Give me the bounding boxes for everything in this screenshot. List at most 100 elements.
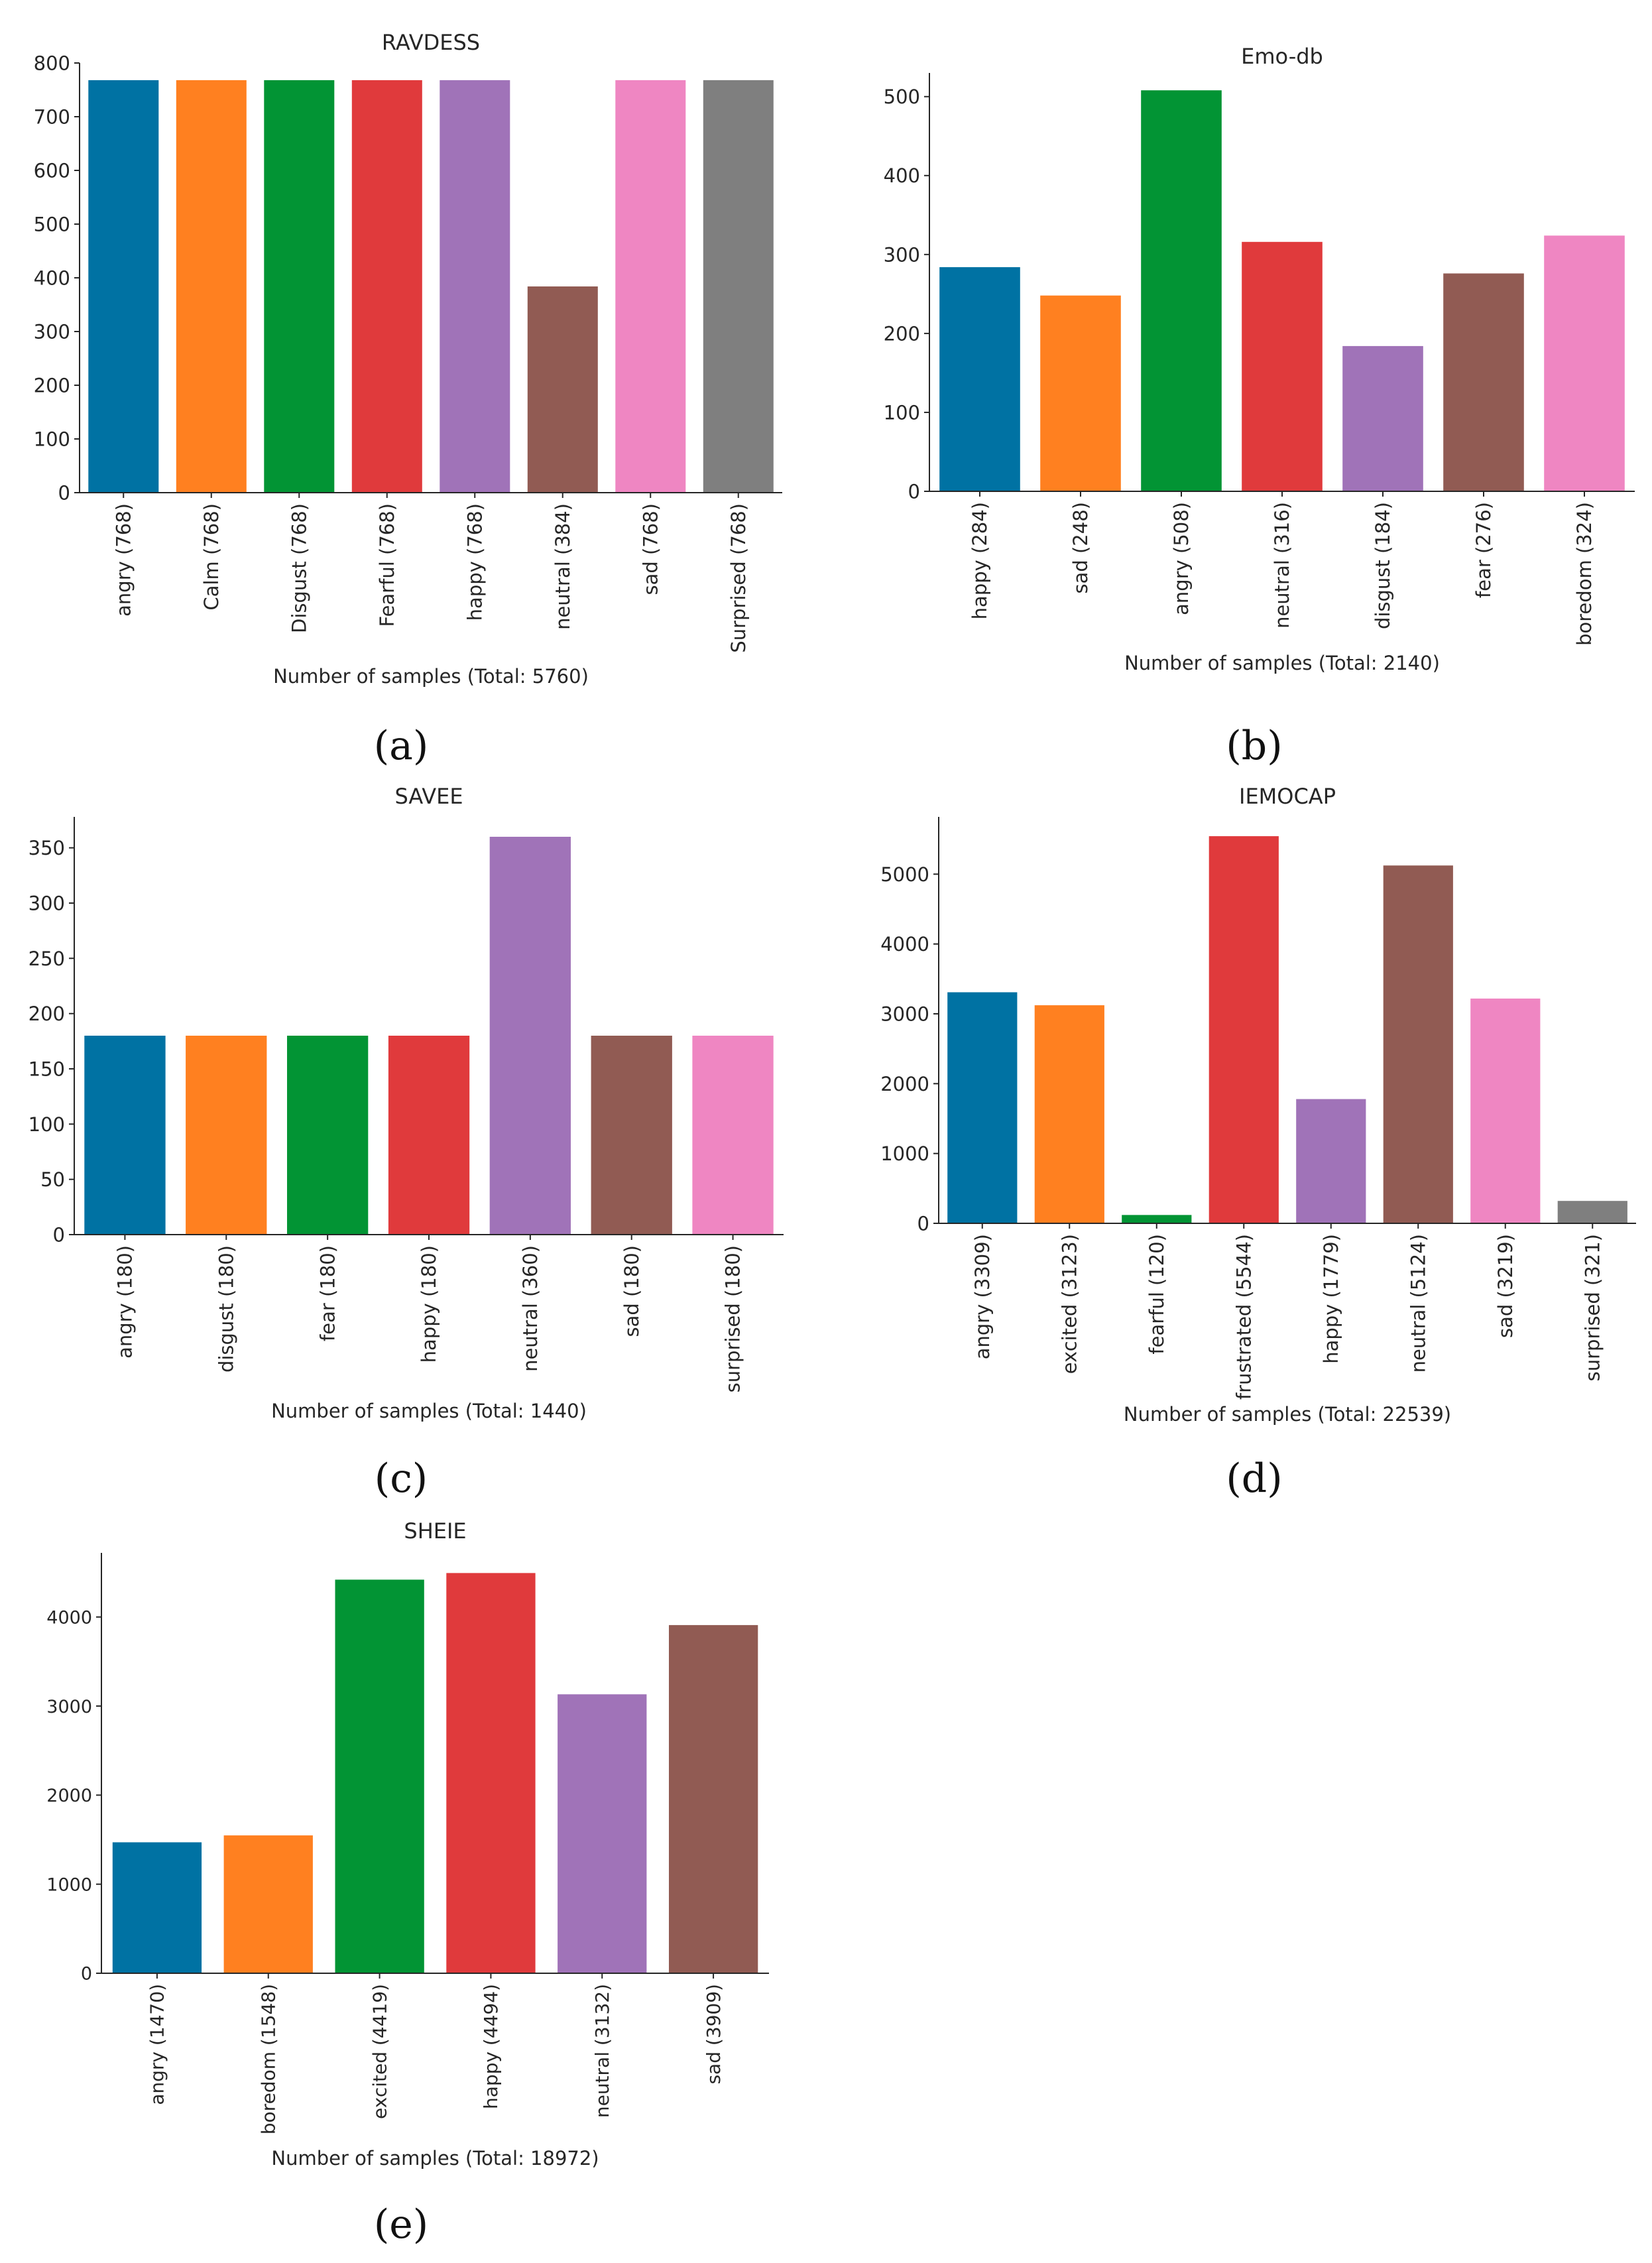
bar — [947, 992, 1018, 1223]
y-tick-label: 800 — [34, 52, 70, 74]
y-tick-label: 400 — [34, 267, 70, 289]
bar — [186, 1036, 267, 1235]
y-tick-label: 500 — [884, 86, 920, 108]
y-tick-label: 0 — [908, 480, 920, 503]
bar — [692, 1036, 774, 1235]
x-tick-label: fearful (120) — [1146, 1234, 1168, 1355]
x-tick-label: Surprised (768) — [727, 503, 750, 653]
y-tick-label: 0 — [53, 1223, 65, 1246]
x-tick-label: neutral (316) — [1271, 502, 1293, 629]
y-tick-label: 3000 — [880, 1003, 929, 1025]
x-tick-label: excited (4419) — [369, 1984, 390, 2119]
chart-panel: Emo-db 0 100 200 300 400 500 happy (284) sad (24… — [884, 44, 1635, 769]
chart-panel: IEMOCAP 0 1000 2000 3000 4000 5000 angry (3309)… — [880, 784, 1636, 1502]
y-tick-label: 300 — [884, 243, 920, 266]
bar — [287, 1036, 369, 1235]
bar — [1557, 1201, 1627, 1223]
x-tick-label: boredom (1548) — [258, 1984, 280, 2134]
x-tick-label: excited (3123) — [1058, 1234, 1081, 1374]
bar — [1209, 836, 1279, 1223]
bar — [388, 1036, 470, 1235]
x-tick-label: neutral (360) — [519, 1245, 542, 1372]
x-axis-label: Number of samples (Total: 1440) — [271, 1400, 587, 1422]
bar — [615, 80, 686, 493]
y-tick-label: 4000 — [880, 933, 929, 955]
panel-label: (a) — [374, 723, 429, 769]
x-tick-label: fear (276) — [1472, 502, 1495, 598]
y-tick-label: 150 — [29, 1058, 65, 1080]
bar — [1544, 235, 1625, 491]
y-tick-label: 3000 — [46, 1697, 92, 1717]
bar — [223, 1835, 313, 1973]
x-tick-label: sad (248) — [1069, 502, 1092, 594]
bar — [335, 1579, 424, 1973]
x-tick-label: Fearful (768) — [376, 503, 398, 627]
bar — [489, 837, 571, 1235]
x-tick-label: sad (180) — [620, 1245, 643, 1337]
chart-panel: RAVDESS 0 100 200 300 400 500 600 700 800 angry (7… — [34, 30, 782, 769]
y-tick-label: 2000 — [46, 1786, 92, 1806]
y-tick-label: 700 — [34, 105, 70, 128]
bar — [527, 286, 598, 493]
x-tick-label: frustrated (5544) — [1232, 1234, 1255, 1400]
x-tick-label: angry (768) — [112, 503, 135, 617]
bar — [703, 80, 774, 493]
bar — [1242, 241, 1323, 491]
y-tick-label: 200 — [29, 1003, 65, 1025]
x-tick-label: angry (180) — [114, 1245, 137, 1359]
x-tick-label: sad (3219) — [1494, 1234, 1517, 1338]
bar — [939, 267, 1020, 491]
chart-title: SAVEE — [394, 784, 463, 809]
bar — [84, 1036, 166, 1235]
y-tick-label: 350 — [29, 837, 65, 859]
y-tick-label: 600 — [34, 159, 70, 182]
y-tick-label: 300 — [29, 892, 65, 914]
y-tick-label: 2000 — [880, 1073, 929, 1095]
panel-label: (e) — [374, 2201, 428, 2248]
y-tick-label: 1000 — [46, 1874, 92, 1895]
x-tick-label: boredom (324) — [1573, 502, 1596, 646]
x-tick-label: sad (768) — [639, 503, 662, 595]
y-tick-label: 300 — [34, 320, 70, 343]
bar — [176, 80, 247, 493]
y-tick-label: 100 — [34, 428, 70, 450]
chart-title: SHEIE — [404, 1518, 466, 1544]
x-tick-label: surprised (180) — [722, 1245, 744, 1392]
x-tick-label: neutral (384) — [552, 503, 574, 630]
x-tick-label: angry (508) — [1170, 502, 1193, 615]
bar — [88, 80, 159, 493]
x-tick-label: happy (4494) — [480, 1984, 502, 2109]
x-tick-label: Disgust (768) — [288, 503, 310, 633]
x-tick-label: happy (768) — [463, 503, 486, 621]
y-tick-label: 400 — [884, 164, 920, 187]
x-axis-label: Number of samples (Total: 18972) — [271, 2147, 599, 2170]
x-tick-label: Calm (768) — [200, 503, 223, 611]
y-tick-label: 250 — [29, 948, 65, 970]
x-tick-label: neutral (5124) — [1407, 1234, 1429, 1373]
x-tick-label: angry (1470) — [147, 1984, 168, 2105]
y-tick-label: 50 — [40, 1168, 65, 1191]
x-tick-label: fear (180) — [316, 1245, 339, 1341]
chart-title: Emo-db — [1241, 44, 1323, 69]
chart-title: RAVDESS — [382, 30, 480, 55]
y-tick-label: 100 — [884, 401, 920, 424]
x-tick-label: disgust (180) — [215, 1245, 237, 1373]
x-tick-label: neutral (3132) — [591, 1984, 613, 2118]
x-tick-label: disgust (184) — [1372, 502, 1394, 629]
bar — [1122, 1215, 1192, 1223]
x-tick-label: sad (3909) — [703, 1984, 725, 2085]
y-tick-label: 0 — [917, 1212, 929, 1235]
bar — [1342, 345, 1423, 491]
x-tick-label: happy (1779) — [1320, 1234, 1342, 1364]
bar — [1443, 273, 1524, 491]
y-tick-label: 5000 — [880, 863, 929, 886]
bar — [264, 80, 335, 493]
bar — [1040, 295, 1121, 491]
panel-label: (d) — [1226, 1455, 1282, 1502]
bar — [1470, 999, 1541, 1223]
bar — [440, 80, 510, 493]
x-tick-label: angry (3309) — [971, 1234, 994, 1359]
x-axis-label: Number of samples (Total: 22539) — [1124, 1403, 1451, 1426]
bar — [1141, 90, 1222, 491]
bar — [591, 1036, 672, 1235]
